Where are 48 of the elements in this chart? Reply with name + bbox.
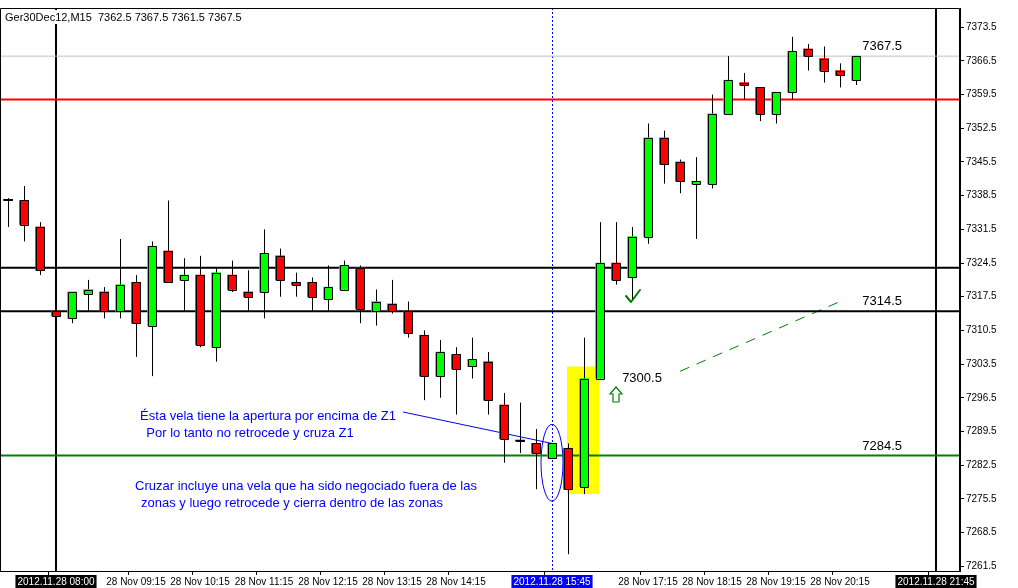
candlestick [467,337,477,380]
x-tick-label: 28 Nov 11:15 [234,575,294,587]
y-tick-label: 7338.5 [966,189,998,201]
annotation: Cruzar incluye una vela que ha sido negociado fuera de las [135,477,478,493]
x-tick-label: 28 Nov 12:15 [298,575,359,587]
x-tick-label: 28 Nov 09:15 [106,575,167,587]
y-tick-label: 7310.5 [966,324,998,336]
candlestick [835,62,845,88]
candlestick [771,91,781,124]
ref-line-label: 7314.5 [862,293,902,309]
candlestick [3,197,13,228]
candlestick [675,159,685,194]
x-tick-label: 28 Nov 17:15 [618,575,679,587]
y-tick-label: 7352.5 [966,122,998,134]
annotation: Por lo tanto no retrocede y cruza Z1 [146,424,354,440]
x-tick-label: 28 Nov 14:15 [426,575,487,587]
y-tick-label: 7268.5 [966,526,998,538]
x-tick-label: 28 Nov 18:15 [682,575,743,587]
x-tick-label: 28 Nov 10:15 [170,575,231,587]
ref-line-label: 7284.5 [862,437,902,453]
y-tick-label: 7373.5 [966,21,998,32]
annotation: Ésta vela tiene la apertura por encima de Z1 [140,407,396,423]
x-tick-label: 28 Nov 20:15 [810,575,871,587]
y-tick-label: 7366.5 [966,54,998,66]
x-tick-label: 2012.11.28 15:45 [513,575,591,587]
annotation: 7300.5 [622,369,662,385]
candlestick [803,43,813,72]
y-tick-label: 7303.5 [966,357,998,369]
y-tick-label: 7345.5 [966,155,998,167]
y-tick-label: 7275.5 [966,492,998,504]
y-tick-label: 7317.5 [966,290,998,302]
y-tick-label: 7282.5 [966,458,998,470]
y-tick-label: 7331.5 [966,223,998,235]
ref-line-label: 7367.5 [862,38,902,54]
x-tick-label: 2012.11.28 21:45 [897,575,975,587]
x-tick-label: 2012.11.28 08:00 [17,575,95,587]
x-tick-label: 28 Nov 19:15 [746,575,807,587]
x-tick-label: 28 Nov 13:15 [362,575,423,587]
candlestick [451,346,461,416]
candlestick [531,428,541,490]
y-tick-label: 7289.5 [966,425,998,437]
candlestick [515,402,525,454]
chart-title: Ger30Dec12,M15 7362.5 7367.5 7361.5 7367.5 [5,10,242,23]
y-tick-label: 7324.5 [966,256,998,268]
y-tick-label: 7261.5 [966,559,998,571]
y-tick-label: 7296.5 [966,391,998,403]
annotation: zonas y luego retrocede y cierra dentro de las zonas [140,494,444,510]
y-tick-label: 7359.5 [966,88,998,100]
